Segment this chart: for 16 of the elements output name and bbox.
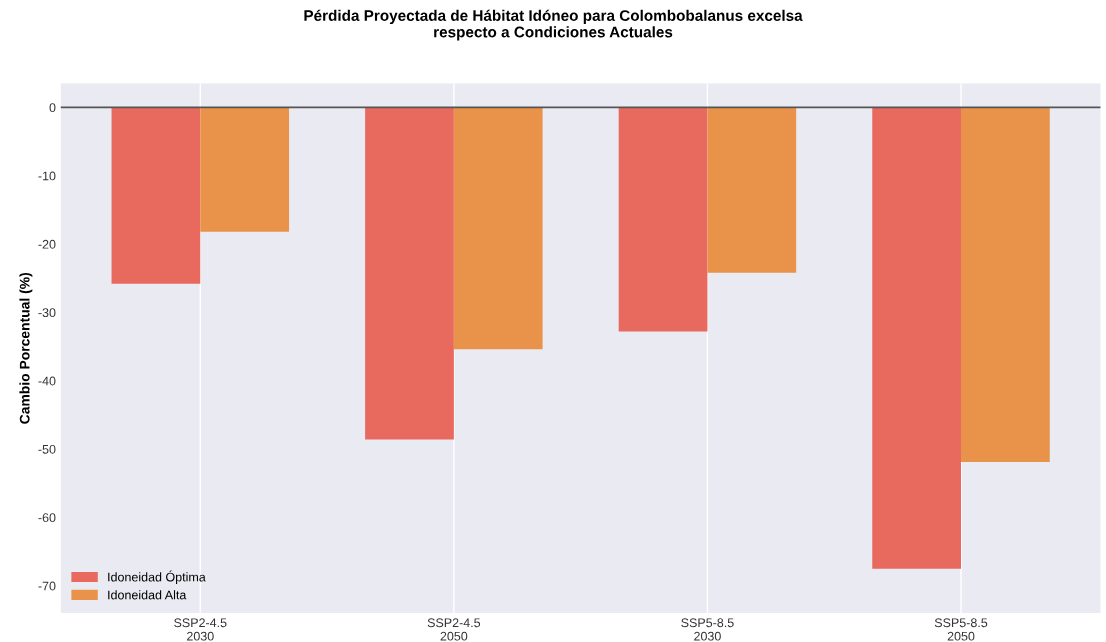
y-tick-label: -50	[38, 444, 56, 454]
y-tick-label: -40	[38, 376, 56, 386]
legend-label: Idoneidad Alta	[108, 590, 187, 600]
x-tick-label: SSP5-8.5 2030	[681, 618, 734, 641]
y-tick-label: -20	[38, 239, 56, 249]
chart-title: Pérdida Proyectada de Hábitat Idóneo para Colombobalanus excelsa respecto a Condiciones Actuales	[304, 9, 803, 41]
x-tick-label: SSP2-4.5 2050	[427, 618, 481, 641]
x-tick-label: SSP5-8.5 2050	[934, 618, 988, 641]
y-tick-label: -10	[38, 171, 56, 181]
x-tick-label: SSP2-4.5 2030	[174, 618, 227, 641]
y-tick-label: -70	[38, 581, 56, 591]
y-tick-label: 0	[49, 103, 56, 113]
y-tick-label: -60	[38, 513, 56, 523]
y-axis-title: Cambio Porcentual (%)	[19, 272, 33, 424]
y-tick-label: -30	[38, 308, 56, 318]
legend-label: Idoneidad Óptima	[108, 570, 206, 584]
